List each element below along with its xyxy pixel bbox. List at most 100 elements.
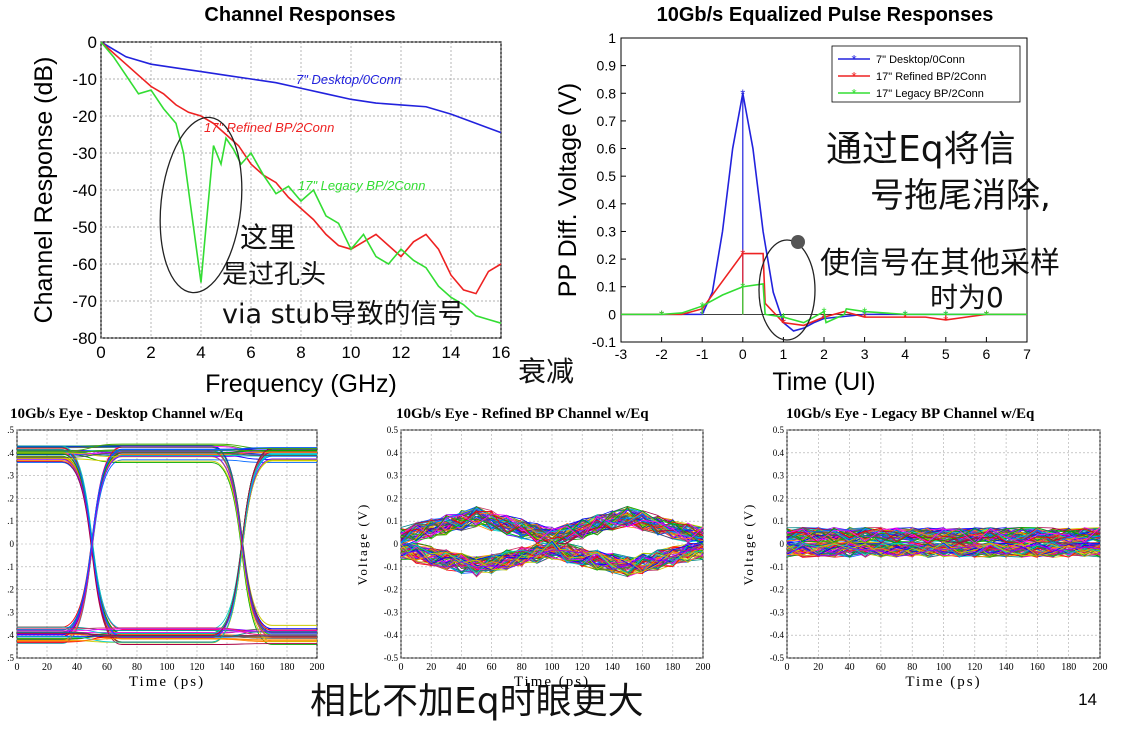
pulse-responses-chart: -3 -2 -1 0 1 2 3 4 5 6 7 1 0.9 0.8 0.7 0.6 0.5 0.4 0.3 0.2 0… [554, 30, 1031, 396]
x-tick-label: 0 [96, 343, 105, 362]
y-tick-label: 0.1 [773, 516, 784, 526]
y-tick-label: 0 [10, 539, 15, 549]
y-tick-label: 0.5 [597, 168, 617, 184]
x-tick-label: 6 [983, 346, 991, 362]
series-annotation-1: 17" Refined BP/2Conn [204, 120, 334, 135]
x-tick-label: 2 [146, 343, 155, 362]
y-tick-label: -40 [72, 181, 97, 200]
pulse-responses-title: 10Gb/s Equalized Pulse Responses [656, 4, 994, 26]
x-tick-label: 60 [487, 662, 497, 673]
y-axis-label: Voltage (V) [741, 503, 756, 586]
channel-responses-title: Channel Responses [204, 4, 396, 26]
y-tick-label: .1 [7, 562, 14, 572]
x-tick-label: 40 [456, 662, 466, 673]
series-annotation-2: 17" Legacy BP/2Conn [298, 178, 425, 193]
y-tick-label: .4 [7, 448, 14, 458]
y-tick-label: 0 [780, 539, 785, 549]
x-tick-label: -1 [696, 346, 709, 362]
y-tick-label: 0 [88, 33, 97, 52]
x-tick-label: -2 [655, 346, 668, 362]
y-tick-label: 0.4 [597, 196, 617, 212]
eye-legacy-title: 10Gb/s Eye - Legacy BP Channel w/Eq [786, 406, 1035, 422]
legend-label: 7" Desktop/0Conn [876, 54, 965, 66]
x-tick-label: 80 [132, 662, 142, 673]
x-tick-label: 16 [492, 343, 511, 362]
x-tick-label: 7 [1023, 346, 1031, 362]
x-tick-label: 120 [190, 662, 205, 673]
eye-traces [17, 443, 317, 645]
ink-blot [791, 235, 805, 249]
x-tick-label: 0 [785, 662, 790, 673]
y-tick-label: -0.3 [770, 607, 785, 617]
x-tick-label: 0 [399, 662, 404, 673]
y-tick-label: 0.4 [773, 448, 785, 458]
sample-marker: * [862, 310, 867, 325]
y-tick-label: .5 [7, 653, 14, 663]
y-tick-label: 0.3 [597, 223, 617, 239]
legend-marker: * [851, 86, 856, 101]
series-line-0 [100, 41, 502, 134]
y-axis-label: Voltage (V) [355, 503, 370, 586]
y-tick-label: -0.1 [592, 334, 616, 350]
x-tick-label: 180 [1061, 662, 1076, 673]
sample-marker: * [740, 247, 745, 262]
note-eq-1: 通过Eq将信 [826, 129, 1016, 170]
eye-desktop-chart: 0 20 40 60 80 100 120 140 160 180 200 .5 .4 .3 .2 .1 0 .1… [7, 425, 324, 690]
sample-marker: * [659, 307, 664, 322]
x-tick-label: 140 [605, 662, 620, 673]
x-tick-label: 0 [15, 662, 20, 673]
x-tick-label: 120 [575, 662, 590, 673]
y-tick-label: 0.4 [387, 448, 399, 458]
y-tick-label: .3 [7, 607, 14, 617]
y-tick-label: 0.2 [773, 493, 784, 503]
x-tick-label: 20 [426, 662, 436, 673]
y-tick-label: 0.2 [597, 251, 617, 267]
note-eye-bigger: 相比不加Eq时眼更大 [310, 681, 644, 722]
x-tick-label: 60 [102, 662, 112, 673]
y-tick-label: 0.6 [597, 141, 617, 157]
x-tick-label: 10 [342, 343, 361, 362]
page-number: 14 [1078, 690, 1097, 709]
y-tick-label: 0.7 [597, 113, 617, 129]
x-tick-label: 0 [739, 346, 747, 362]
legend-marker: * [851, 52, 856, 67]
via-stub-ellipse [159, 116, 243, 294]
sample-marker: * [821, 312, 826, 327]
y-tick-label: .4 [7, 630, 14, 640]
x-tick-label: 40 [845, 662, 855, 673]
eye-refined-chart: 0 20 40 60 80 100 120 140 160 180 200 0.5 0.4 0.3 0.2 0… [355, 425, 711, 690]
y-tick-label: -50 [72, 218, 97, 237]
legend-label: 17" Legacy BP/2Conn [876, 88, 984, 100]
x-axis-label: Time (ps) [514, 674, 590, 690]
y-tick-label: -10 [72, 70, 97, 89]
x-tick-label: 3 [861, 346, 869, 362]
zero-crossing-ellipse [758, 239, 816, 341]
y-tick-label: -20 [72, 107, 97, 126]
y-tick-label: 0 [608, 306, 616, 322]
y-tick-label: .2 [7, 585, 14, 595]
series-line-1 [100, 41, 502, 295]
x-tick-label: 20 [813, 662, 823, 673]
sample-marker: * [903, 307, 908, 322]
x-tick-label: 12 [392, 343, 411, 362]
y-tick-label: -0.5 [770, 653, 785, 663]
x-tick-label: 2 [820, 346, 828, 362]
x-axis-label: Time (ps) [129, 674, 205, 690]
y-tick-label: .3 [7, 471, 14, 481]
y-tick-label: -0.3 [384, 607, 399, 617]
y-tick-label: 0.9 [597, 58, 617, 74]
y-axis-label: Channel Response (dB) [30, 57, 58, 324]
series-line-2 [100, 41, 502, 324]
x-tick-label: 60 [876, 662, 886, 673]
sample-marker: * [943, 307, 948, 322]
y-tick-label: -0.4 [384, 630, 399, 640]
sample-marker: * [700, 299, 705, 314]
sample-marker: * [781, 310, 786, 325]
sample-marker: * [821, 305, 826, 320]
note-via-stub-4: 衰减 [518, 355, 575, 388]
x-tick-label: 8 [296, 343, 305, 362]
x-tick-label: 4 [196, 343, 205, 362]
x-tick-label: 4 [901, 346, 909, 362]
sample-marker: * [984, 307, 989, 322]
